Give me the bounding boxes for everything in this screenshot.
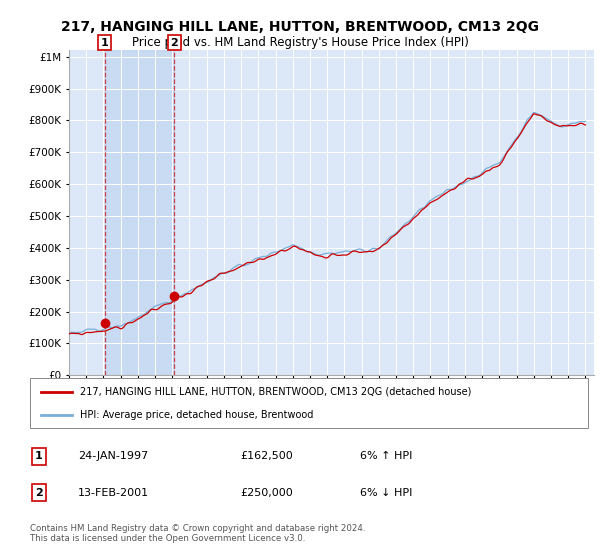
Text: 217, HANGING HILL LANE, HUTTON, BRENTWOOD, CM13 2QG: 217, HANGING HILL LANE, HUTTON, BRENTWOO… <box>61 20 539 34</box>
Text: HPI: Average price, detached house, Brentwood: HPI: Average price, detached house, Bren… <box>80 410 314 420</box>
Text: £162,500: £162,500 <box>240 451 293 461</box>
Text: 6% ↓ HPI: 6% ↓ HPI <box>360 488 412 498</box>
FancyBboxPatch shape <box>30 378 588 428</box>
Text: 1: 1 <box>101 38 109 48</box>
Text: 217, HANGING HILL LANE, HUTTON, BRENTWOOD, CM13 2QG (detached house): 217, HANGING HILL LANE, HUTTON, BRENTWOO… <box>80 386 472 396</box>
Text: 2: 2 <box>170 38 178 48</box>
Text: Price paid vs. HM Land Registry's House Price Index (HPI): Price paid vs. HM Land Registry's House … <box>131 36 469 49</box>
Text: 2: 2 <box>35 488 43 498</box>
Text: 1: 1 <box>35 451 43 461</box>
Text: 6% ↑ HPI: 6% ↑ HPI <box>360 451 412 461</box>
Text: £250,000: £250,000 <box>240 488 293 498</box>
Text: 24-JAN-1997: 24-JAN-1997 <box>78 451 148 461</box>
Text: 13-FEB-2001: 13-FEB-2001 <box>78 488 149 498</box>
Bar <box>104 50 175 375</box>
Text: Contains HM Land Registry data © Crown copyright and database right 2024.
This d: Contains HM Land Registry data © Crown c… <box>30 524 365 543</box>
